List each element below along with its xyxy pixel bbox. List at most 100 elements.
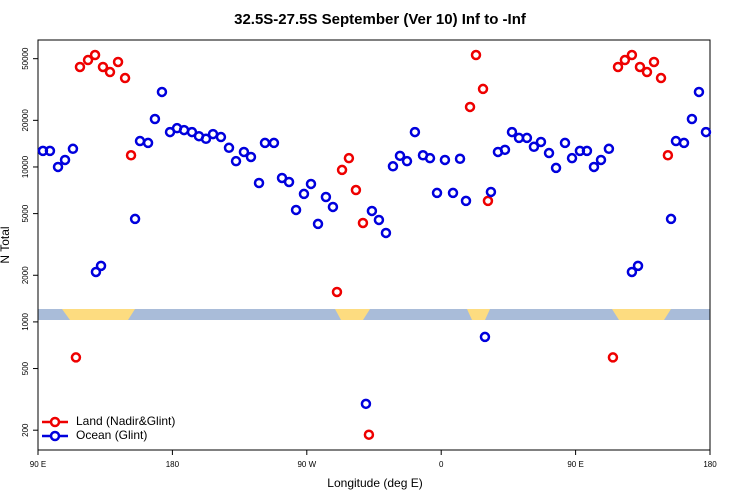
x-tick-label: 0 bbox=[439, 460, 444, 469]
data-point bbox=[112, 56, 124, 68]
data-point bbox=[521, 132, 533, 144]
data-point bbox=[357, 217, 369, 229]
data-point bbox=[648, 56, 660, 68]
y-tick-label: 50000 bbox=[21, 47, 30, 70]
data-point bbox=[401, 155, 413, 167]
data-point bbox=[350, 184, 362, 196]
data-point bbox=[223, 142, 235, 154]
x-tick-label: 90 E bbox=[30, 460, 46, 469]
y-axis-label: N Total bbox=[0, 226, 12, 263]
data-point bbox=[238, 146, 250, 158]
data-point bbox=[479, 331, 491, 343]
data-point bbox=[89, 49, 101, 61]
land-band bbox=[612, 309, 671, 320]
x-tick-label: 180 bbox=[166, 460, 180, 469]
data-point bbox=[97, 61, 109, 73]
data-point bbox=[528, 141, 540, 153]
data-point bbox=[543, 147, 555, 159]
data-point bbox=[454, 153, 466, 164]
data-point bbox=[312, 218, 324, 230]
legend-marker bbox=[49, 416, 61, 428]
data-point bbox=[67, 143, 79, 155]
data-point bbox=[619, 54, 631, 66]
data-point bbox=[259, 137, 271, 149]
data-point bbox=[603, 143, 615, 155]
data-point bbox=[360, 398, 372, 410]
data-point bbox=[70, 352, 82, 363]
data-point bbox=[670, 135, 682, 147]
x-axis-label: Longitude (deg E) bbox=[327, 476, 422, 490]
data-point bbox=[607, 352, 619, 363]
data-point bbox=[559, 137, 571, 149]
data-point bbox=[44, 145, 56, 157]
data-point bbox=[595, 154, 607, 166]
data-point bbox=[394, 150, 406, 162]
data-point bbox=[470, 49, 482, 61]
data-point bbox=[129, 213, 141, 225]
data-point bbox=[409, 126, 421, 138]
y-tick-label: 2000 bbox=[21, 266, 30, 284]
data-point bbox=[626, 49, 638, 61]
data-point bbox=[387, 161, 399, 172]
data-point bbox=[424, 152, 436, 164]
data-point bbox=[327, 201, 339, 213]
data-point bbox=[134, 135, 146, 147]
data-point bbox=[82, 54, 94, 66]
data-point bbox=[230, 155, 242, 167]
data-point bbox=[119, 72, 131, 84]
data-point bbox=[477, 83, 489, 95]
land-band bbox=[62, 309, 135, 320]
y-tick-label: 5000 bbox=[21, 204, 30, 222]
data-point bbox=[632, 260, 644, 272]
data-point bbox=[156, 86, 168, 98]
chart-title: 32.5S-27.5S September (Ver 10) Inf to -I… bbox=[234, 11, 527, 28]
data-point bbox=[626, 266, 638, 278]
data-point bbox=[700, 126, 712, 138]
data-point bbox=[485, 186, 497, 198]
data-point bbox=[662, 150, 674, 161]
y-tick-label: 500 bbox=[21, 361, 30, 375]
y-tick-label: 200 bbox=[21, 423, 30, 437]
data-point bbox=[125, 150, 137, 161]
data-point bbox=[298, 188, 310, 200]
data-point bbox=[641, 66, 653, 78]
x-tick-label: 180 bbox=[703, 460, 717, 469]
data-point bbox=[460, 195, 472, 207]
data-point bbox=[95, 260, 107, 272]
data-point bbox=[59, 154, 71, 166]
data-point bbox=[535, 136, 547, 148]
data-point bbox=[506, 126, 518, 138]
data-point bbox=[331, 286, 343, 298]
surface-band bbox=[38, 309, 710, 320]
data-point bbox=[464, 101, 476, 113]
data-point bbox=[686, 113, 698, 125]
data-point bbox=[336, 164, 348, 176]
y-tick-label: 1000 bbox=[21, 312, 30, 330]
legend-label: Ocean (Glint) bbox=[76, 428, 147, 442]
data-point bbox=[283, 176, 295, 188]
data-point bbox=[253, 177, 265, 189]
data-point bbox=[52, 161, 64, 173]
data-point bbox=[268, 137, 280, 149]
data-point bbox=[320, 191, 332, 203]
data-point bbox=[245, 151, 257, 163]
land-band bbox=[335, 309, 370, 320]
y-tick-label: 10000 bbox=[21, 155, 30, 178]
data-point bbox=[290, 204, 302, 216]
data-point bbox=[634, 61, 646, 73]
data-point bbox=[566, 152, 578, 164]
data-point bbox=[431, 187, 443, 199]
data-point bbox=[104, 66, 116, 78]
data-point bbox=[439, 154, 451, 166]
data-point bbox=[693, 86, 705, 98]
data-point bbox=[215, 131, 227, 143]
data-point bbox=[588, 161, 600, 173]
data-point bbox=[373, 214, 385, 226]
data-point bbox=[447, 187, 459, 199]
ocean-band bbox=[38, 309, 710, 320]
data-point bbox=[305, 178, 317, 190]
data-point bbox=[363, 429, 375, 440]
data-point bbox=[612, 61, 624, 73]
